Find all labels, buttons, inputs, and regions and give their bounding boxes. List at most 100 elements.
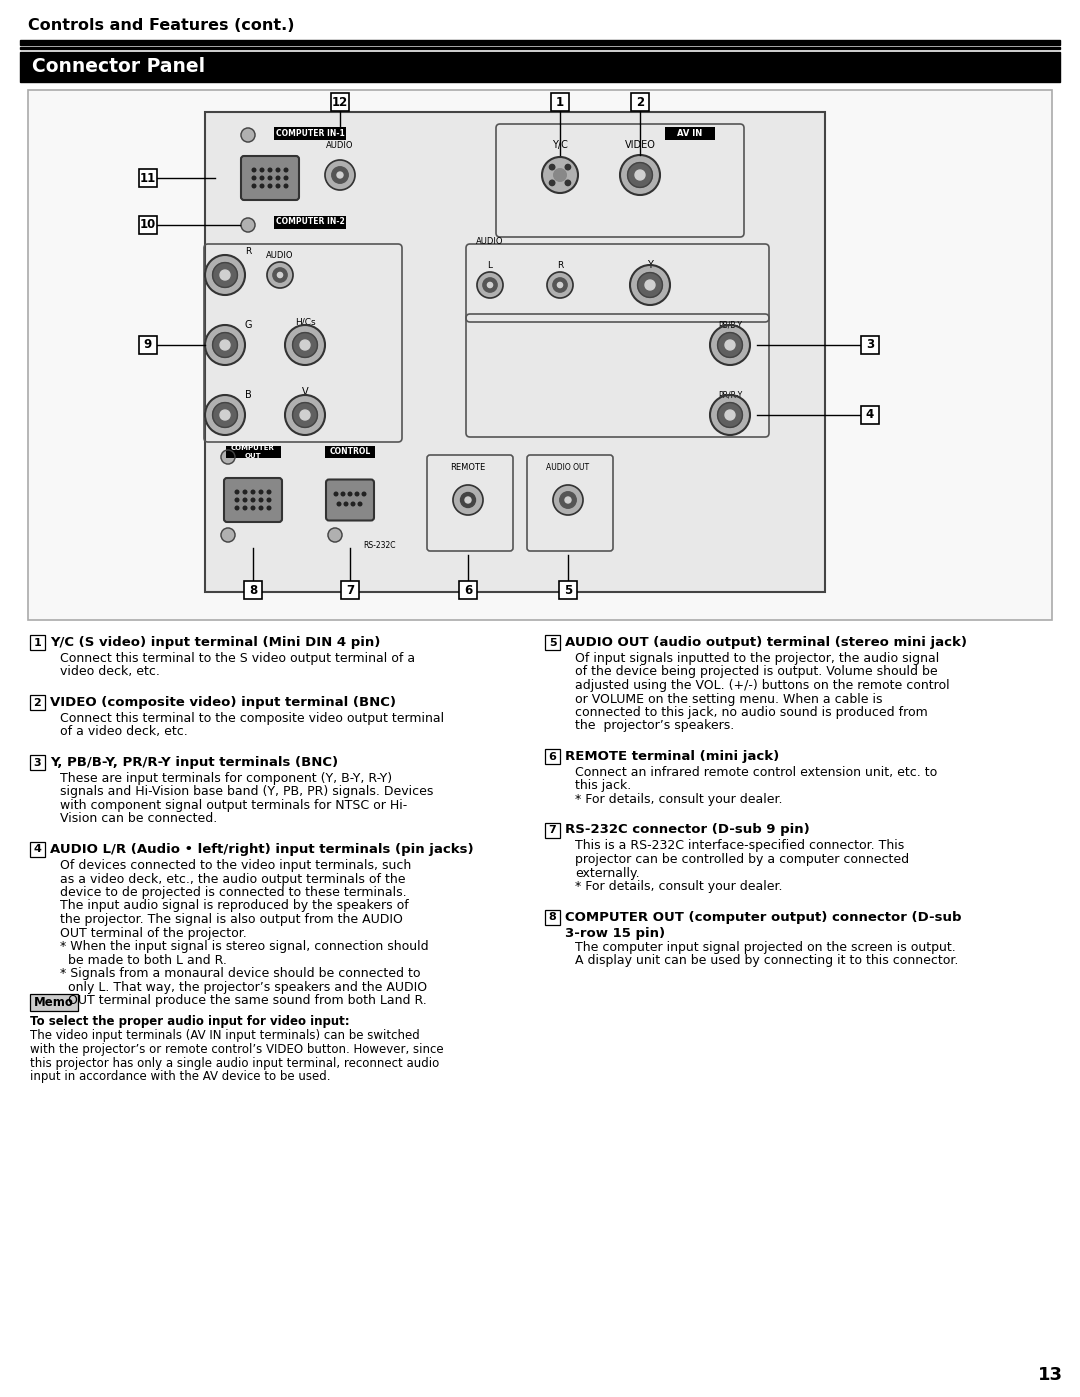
Circle shape [717,332,742,358]
Circle shape [557,282,563,288]
Circle shape [276,168,280,172]
Text: The input audio signal is reproduced by the speakers of: The input audio signal is reproduced by … [60,900,408,912]
Circle shape [637,272,662,298]
Bar [665,127,715,140]
Bar [139,337,157,353]
Circle shape [546,272,573,298]
Circle shape [253,168,256,172]
Text: A display unit can be used by connecting it to this connector.: A display unit can be used by connecting… [575,954,958,967]
Bar [139,169,157,187]
Bar [551,94,569,110]
Bar [861,337,879,353]
Bar [30,842,45,856]
Text: These are input terminals for component (Y, B-Y, R-Y): These are input terminals for component … [60,773,392,785]
Text: R: R [245,247,252,257]
Circle shape [220,409,230,420]
Circle shape [221,528,235,542]
Text: 2: 2 [33,697,41,707]
Text: this jack.: this jack. [575,780,631,792]
Circle shape [205,326,245,365]
Text: R: R [557,260,563,270]
Bar [559,581,577,599]
FancyBboxPatch shape [241,156,299,200]
Circle shape [487,282,492,288]
Text: 7: 7 [346,584,354,597]
Circle shape [235,506,239,510]
Text: with the projector’s or remote control’s VIDEO button. However, since: with the projector’s or remote control’s… [30,1044,444,1056]
Circle shape [565,180,570,186]
Bar [545,749,561,764]
Circle shape [565,497,571,503]
Bar [30,993,78,1010]
Bar [861,407,879,425]
Circle shape [293,332,318,358]
Circle shape [627,162,652,187]
Text: 6: 6 [549,752,556,761]
Bar [28,89,1052,620]
Circle shape [235,490,239,493]
Circle shape [267,499,271,502]
Circle shape [359,502,362,506]
Circle shape [300,339,310,351]
Text: adjusted using the VOL. (+/-) buttons on the remote control: adjusted using the VOL. (+/-) buttons on… [575,679,949,692]
Circle shape [243,506,247,510]
Text: only L. That way, the projector’s speakers and the AUDIO: only L. That way, the projector’s speake… [60,981,427,993]
FancyBboxPatch shape [326,479,374,521]
Circle shape [252,506,255,510]
Circle shape [345,502,348,506]
Bar [139,217,157,235]
Circle shape [268,184,272,187]
Circle shape [453,485,483,515]
Text: COMPUTER
OUT: COMPUTER OUT [231,446,275,458]
Bar [21,47,1059,49]
Text: Connect this terminal to the composite video output terminal: Connect this terminal to the composite v… [60,712,444,725]
Text: COMPUTER IN-2: COMPUTER IN-2 [275,218,345,226]
Circle shape [221,450,235,464]
Text: device to de projected is connected to these terminals.: device to de projected is connected to t… [60,886,407,900]
Text: Y, PB/B-Y, PR/R-Y input terminals (BNC): Y, PB/B-Y, PR/R-Y input terminals (BNC) [50,756,338,768]
Text: 4: 4 [33,845,41,855]
Text: of a video deck, etc.: of a video deck, etc. [60,725,188,739]
Text: AUDIO: AUDIO [476,237,503,246]
Bar [30,636,45,650]
Circle shape [328,528,342,542]
Circle shape [362,492,366,496]
Bar [274,215,346,229]
Circle shape [351,502,355,506]
Bar [545,823,561,837]
Text: this projector has only a single audio input terminal, reconnect audio: this projector has only a single audio i… [30,1056,440,1070]
Text: B: B [245,390,252,400]
Bar [244,581,262,599]
Circle shape [717,402,742,427]
Circle shape [213,332,238,358]
Bar [21,41,1059,45]
Text: 1: 1 [33,637,41,647]
Text: Connector Panel: Connector Panel [32,57,205,77]
Circle shape [241,129,255,142]
Text: input in accordance with the AV device to be used.: input in accordance with the AV device t… [30,1070,330,1083]
Circle shape [725,339,735,351]
Text: COMPUTER OUT (computer output) connector (D-sub: COMPUTER OUT (computer output) connector… [565,911,961,923]
Circle shape [243,499,247,502]
Text: AUDIO OUT (audio output) terminal (stereo mini jack): AUDIO OUT (audio output) terminal (stere… [565,636,967,650]
Text: Of input signals inputted to the projector, the audio signal: Of input signals inputted to the project… [575,652,940,665]
Circle shape [542,156,578,193]
Circle shape [645,279,654,291]
Text: CONTROL: CONTROL [329,447,370,457]
Circle shape [267,263,293,288]
Circle shape [253,184,256,187]
Text: 3: 3 [33,757,41,767]
Text: 2: 2 [636,95,644,109]
Text: 10: 10 [140,218,157,232]
Text: PB/B-Y: PB/B-Y [718,320,742,330]
Bar [545,909,561,925]
Text: signals and Hi-Vision base band (Y, PB, PR) signals. Devices: signals and Hi-Vision base band (Y, PB, … [60,785,433,799]
Bar [274,127,346,140]
Circle shape [252,499,255,502]
Text: Y/C (S video) input terminal (Mini DIN 4 pin): Y/C (S video) input terminal (Mini DIN 4… [50,636,380,650]
Circle shape [559,492,577,509]
Text: 1: 1 [556,95,564,109]
Text: 11: 11 [140,172,157,184]
Text: 8: 8 [549,912,556,922]
Circle shape [710,395,750,434]
